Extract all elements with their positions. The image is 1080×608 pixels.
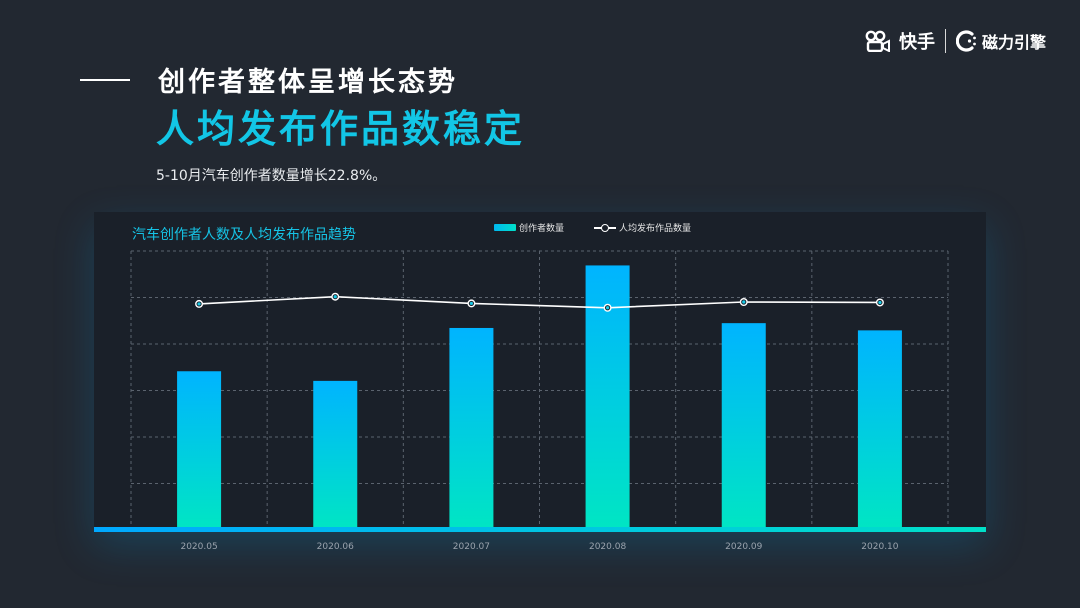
x-tick-label: 2020.06 [317, 542, 354, 552]
legend-bar-label: 创作者数量 [519, 224, 565, 234]
line-point-core [742, 300, 746, 304]
page-title: 创作者整体呈增长态势 [158, 67, 458, 98]
brand-divider [944, 29, 946, 53]
x-tick-label: 2020.09 [725, 542, 762, 552]
kuaishou-text: 快手 [898, 32, 935, 53]
legend-item-line: 人均发布作品数量 [594, 221, 691, 234]
line-point-core [878, 300, 882, 305]
legend-bar-swatch [494, 224, 516, 231]
page-headline: 人均发布作品数稳定 [156, 107, 526, 151]
cili-text: 磁力引擎 [981, 33, 1046, 52]
title-row: 创作者整体呈增长态势 [80, 60, 458, 99]
bar-2020.10 [857, 330, 902, 530]
bar-2020.07 [449, 327, 494, 530]
title-accent-line [80, 78, 130, 81]
legend-line-swatch [594, 223, 617, 232]
line-point-core [605, 306, 610, 310]
chart-legend: 创作者数量 人均发布作品数量 [494, 221, 721, 234]
legend-line-label: 人均发布作品数量 [619, 224, 692, 234]
bar-2020.05 [177, 371, 222, 530]
brand-logos: 快手 磁力引擎 [865, 28, 1046, 54]
legend-item-bar: 创作者数量 [494, 221, 564, 234]
cili-engine-icon [955, 30, 976, 52]
line-point-core [197, 302, 201, 306]
bar-2020.06 [313, 380, 358, 530]
kuaishou-logo: 快手 [865, 28, 935, 54]
x-tick-label: 2020.07 [453, 542, 490, 552]
x-tick-label: 2020.08 [589, 542, 626, 552]
line-point-core [333, 295, 337, 299]
page-subtitle: 5-10月汽车创作者数量增长22.8%。 [156, 168, 387, 184]
series-line-avg-works [199, 295, 880, 309]
x-tick-label: 2020.10 [861, 542, 898, 552]
x-tick-label: 2020.05 [180, 542, 217, 552]
bar-2020.09 [721, 323, 766, 530]
line-point-core [469, 301, 474, 306]
kuaishou-icon [865, 30, 890, 52]
x-axis-baseline [94, 527, 986, 532]
chart-title: 汽车创作者人数及人均发布作品趋势 [132, 227, 356, 243]
cili-logo: 磁力引擎 [955, 29, 1046, 53]
